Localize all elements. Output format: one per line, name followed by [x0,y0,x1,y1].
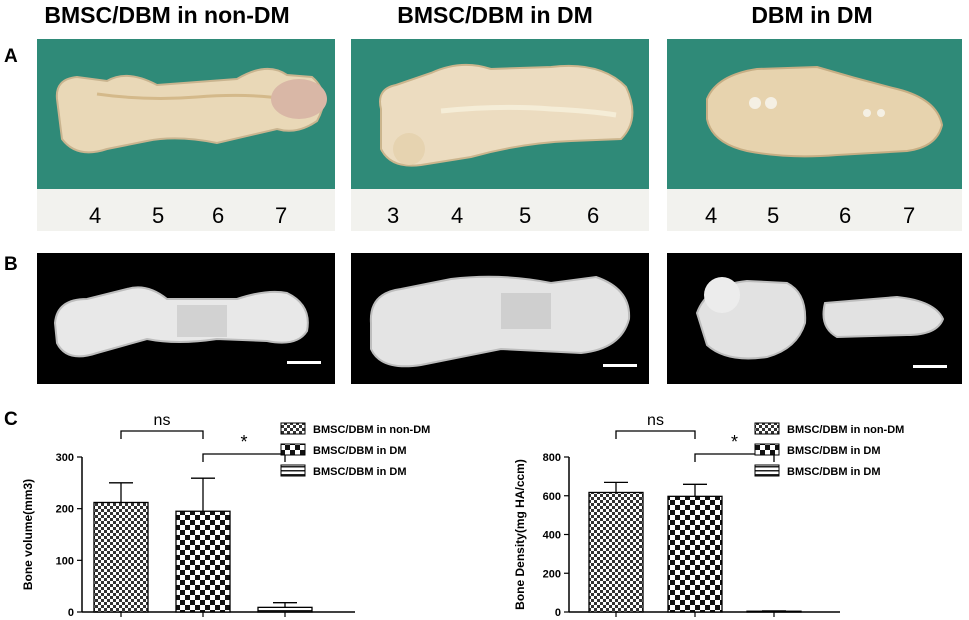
legend-swatch [754,443,780,456]
significance-bracket [202,453,286,462]
legend-swatch [280,464,306,477]
y-axis-label: Bone volume(mm3) [21,479,35,590]
ruler-label: 6 [587,203,599,228]
y-tick-label: 300 [56,452,74,464]
significance-bracket [694,453,775,462]
ruler-label: 4 [705,203,717,228]
legend-swatch [754,464,780,477]
bar [588,491,644,613]
y-tick-label: 0 [555,607,561,619]
significance-label: ns [154,412,171,429]
scale-bar [287,361,321,364]
microct-image-non-dm [37,253,335,384]
specimen-photo-dbm-dm: 4 5 6 7 [667,39,962,231]
legend-swatch [754,422,780,435]
bar [93,501,149,613]
y-tick-label: 0 [68,607,74,619]
microct-image-bmsc-dm [351,253,649,384]
significance-bracket [120,430,204,439]
specimen-photo-non-dm: 4 5 6 7 [37,39,335,231]
panel-label-b: B [4,254,18,275]
ruler-label: 4 [451,203,463,228]
panel-label-a: A [4,46,18,67]
legend-label: BMSC/DBM in non-DM [787,424,904,436]
ruler-label: 5 [519,203,531,228]
column-title-bmsc-dm: BMSC/DBM in DM [397,2,593,28]
legend-label: BMSC/DBM in non-DM [313,424,430,436]
ruler-label: 7 [275,203,287,228]
legend-label: BMSC/DBM in DM [313,466,407,478]
legend-label: BMSC/DBM in DM [787,445,881,457]
ruler-label: 5 [152,203,164,228]
legend-label: BMSC/DBM in DM [313,445,407,457]
bar [667,495,723,613]
scale-bar [603,364,637,367]
y-tick-label: 200 [56,504,74,516]
ruler-label: 6 [212,203,224,228]
significance-bracket [615,430,696,439]
y-axis-label: Bone Density(mg HA/ccm) [513,459,527,610]
bar [175,510,231,613]
bar [257,606,313,613]
specimen-photo-bmsc-dm: 3 4 5 6 [351,39,649,231]
ruler-label: 7 [903,203,915,228]
significance-label: * [240,432,247,452]
significance-label: ns [647,412,664,429]
ruler-label: 4 [89,203,101,228]
bone-density-chart: Bone Density(mg HA/ccm) 0 200 400 600 800 ns * B… [510,410,965,620]
significance-label: * [731,432,738,452]
y-tick-label: 600 [543,491,561,503]
legend-swatch [280,443,306,456]
y-tick-label: 100 [56,555,74,567]
legend-swatch [280,422,306,435]
column-title-dbm-dm: DBM in DM [751,2,873,28]
ruler-label: 6 [839,203,851,228]
ruler-label: 3 [387,203,399,228]
y-tick-label: 800 [543,452,561,464]
bone-volume-chart: Bone volume(mm3) 0 100 200 300 ns * BMSC/DBM in… [20,410,490,620]
y-tick-label: 400 [543,530,561,542]
panel-label-c: C [4,409,18,430]
y-tick-label: 200 [543,568,561,580]
microct-image-dbm-dm [667,253,962,384]
column-title-non-dm: BMSC/DBM in non-DM [44,2,290,28]
ruler-label: 5 [767,203,779,228]
legend-label: BMSC/DBM in DM [787,466,881,478]
scale-bar [913,365,947,368]
